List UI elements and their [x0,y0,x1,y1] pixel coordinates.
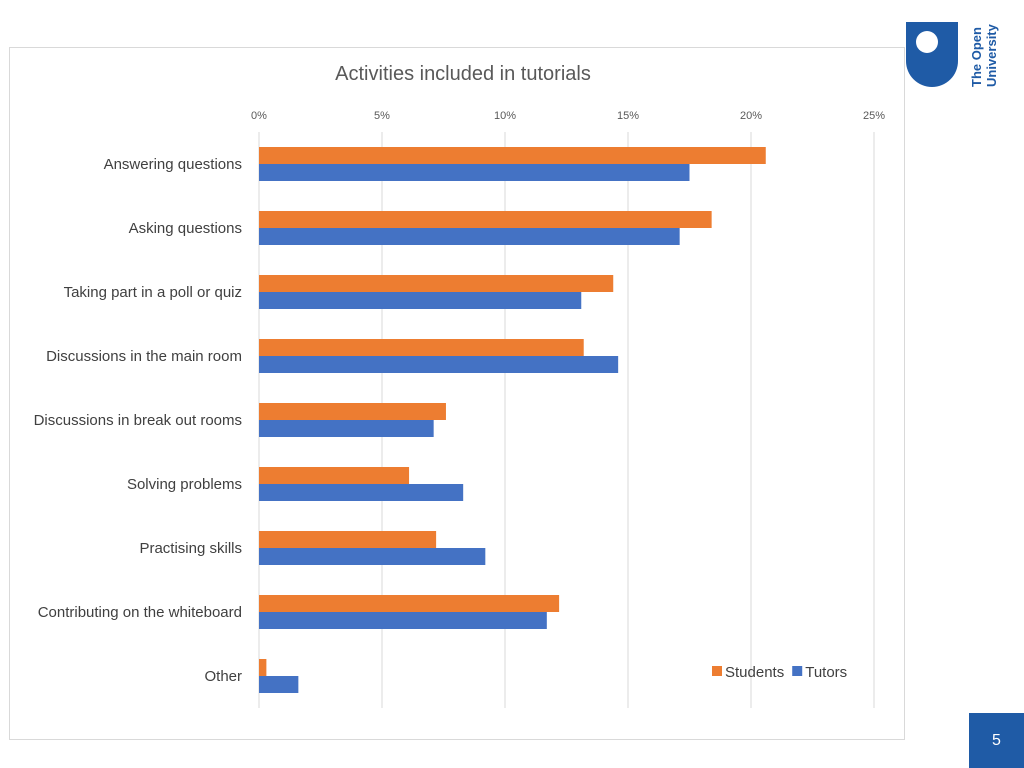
category-label: Taking part in a poll or quiz [64,284,242,301]
bar-students-discussions-in-break-out-rooms [259,403,446,420]
bar-students-practising-skills [259,531,437,548]
bar-students-asking-questions [259,211,712,228]
bar-students-answering-questions [259,147,766,164]
x-tick-label: 25% [863,110,885,122]
logo-text-line2: University [984,23,999,87]
category-label: Other [204,668,242,685]
x-tick-label: 20% [740,110,762,122]
legend-swatch-students [712,666,722,676]
bar-students-discussions-in-the-main-room [259,339,584,356]
bar-tutors-discussions-in-break-out-rooms [259,420,434,437]
x-tick-label: 5% [374,110,390,122]
category-label: Answering questions [104,156,242,173]
bar-students-solving-problems [259,467,410,484]
category-label: Practising skills [139,540,242,557]
x-tick-label: 0% [251,110,267,122]
category-label: Contributing on the whiteboard [38,604,242,621]
bars [259,147,766,693]
bar-tutors-other [259,676,299,693]
bar-tutors-discussions-in-the-main-room [259,356,619,373]
bar-tutors-contributing-on-the-whiteboard [259,612,547,629]
category-label: Discussions in the main room [46,348,242,365]
bar-tutors-asking-questions [259,228,680,245]
legend-swatch-tutors [792,666,803,676]
category-label: Discussions in break out rooms [34,412,242,429]
bar-students-other [259,659,267,676]
slide-number: 5 [969,713,1024,768]
logo-shield-icon [906,22,958,87]
y-axis-category-labels: Answering questions Asking questions Takin… [34,156,242,685]
chart-title: Activities included in tutorials [335,63,591,85]
logo-circle-icon [916,31,938,53]
legend: Students Tutors [712,664,847,681]
legend-label-students: Students [725,664,784,681]
x-tick-label: 10% [494,110,516,122]
category-label: Asking questions [129,220,242,237]
category-label: Solving problems [127,476,242,493]
bar-tutors-solving-problems [259,484,464,501]
legend-label-tutors: Tutors [805,664,847,681]
bar-tutors-answering-questions [259,164,690,181]
x-tick-label: 15% [617,110,639,122]
x-axis-tick-labels: 0% 5% 10% 15% 20% 25% [251,110,885,122]
logo-text-line1: The Open [969,27,984,87]
bar-tutors-practising-skills [259,548,486,565]
bar-tutors-taking-part-in-a-poll-or-quiz [259,292,582,309]
bar-students-contributing-on-the-whiteboard [259,595,560,612]
open-university-logo: The Open University [906,22,999,87]
bar-students-taking-part-in-a-poll-or-quiz [259,275,614,292]
